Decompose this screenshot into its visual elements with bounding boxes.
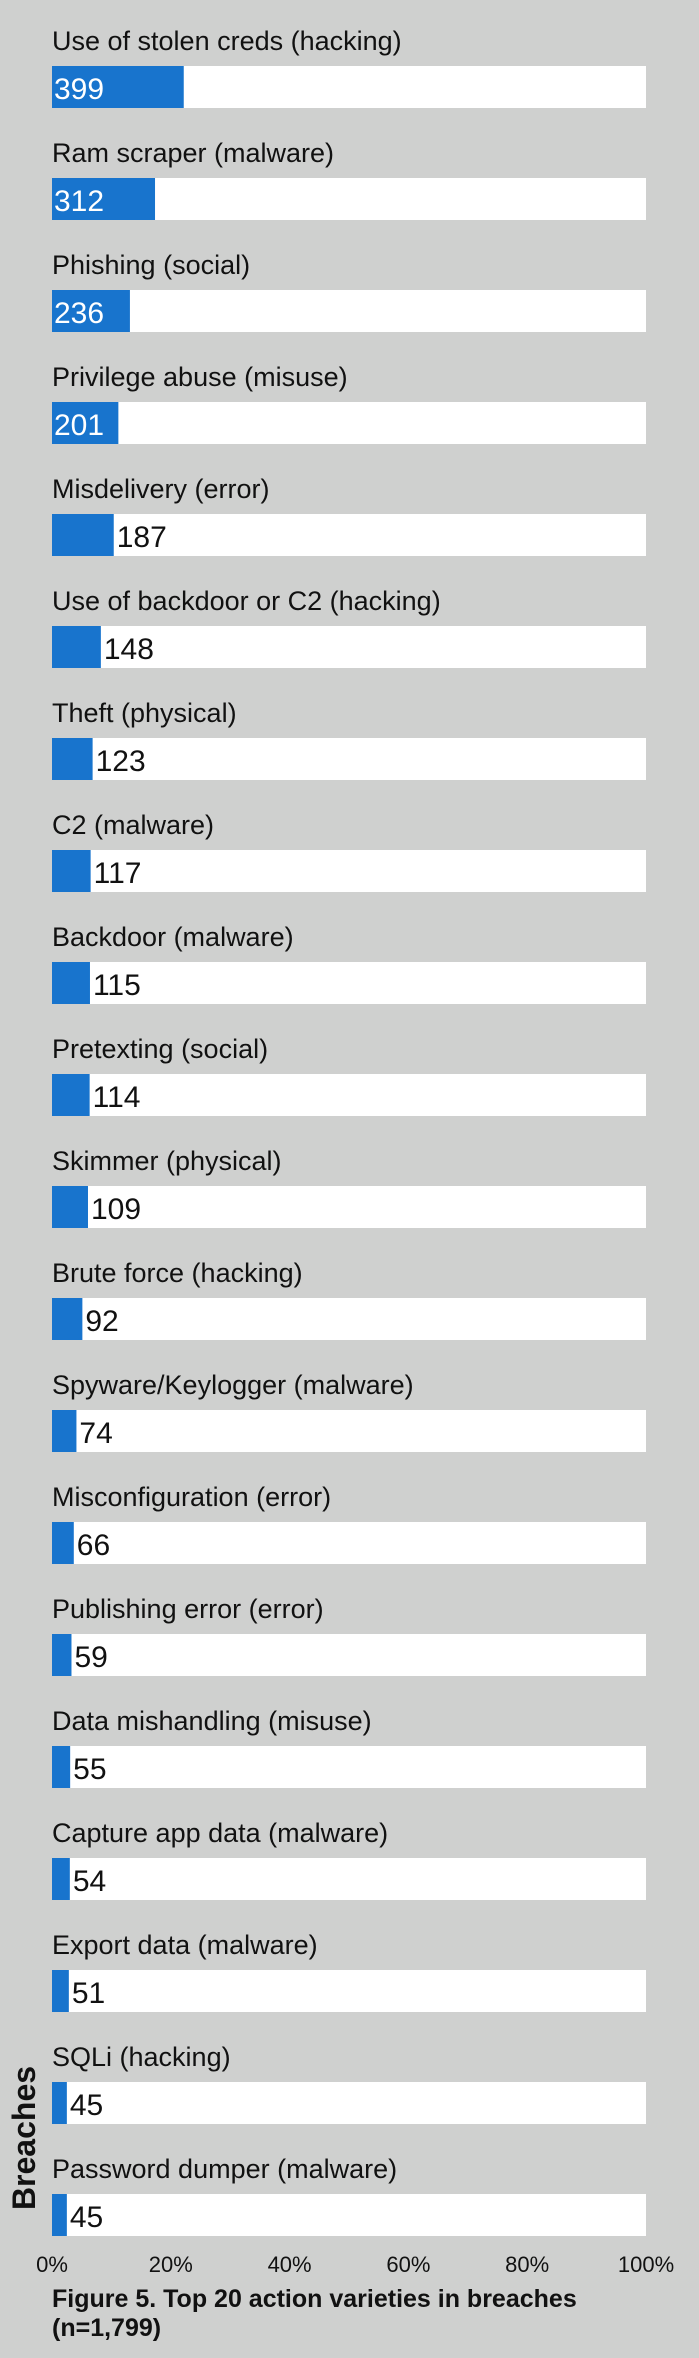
bar (52, 1186, 88, 1228)
value-label: 399 (54, 73, 104, 106)
category-label: Skimmer (physical) (52, 1146, 282, 1176)
bar-track (52, 1746, 646, 1788)
category-label: Publishing error (error) (52, 1594, 324, 1624)
bar (52, 2082, 67, 2124)
bar-track (52, 290, 646, 332)
y-axis-label: Breaches (6, 2066, 42, 2210)
bar-track (52, 1634, 646, 1676)
value-label: 187 (117, 521, 167, 554)
bar (52, 1634, 72, 1676)
value-label: 148 (104, 633, 154, 666)
bar-track (52, 962, 646, 1004)
value-label: 117 (94, 857, 142, 890)
value-label: 59 (74, 1641, 107, 1674)
category-label: Theft (physical) (52, 698, 237, 728)
bar-track (52, 1298, 646, 1340)
bar-track (52, 1858, 646, 1900)
x-axis-ticks: 0% 20% 40% 60% 80% 100% (36, 2252, 674, 2277)
category-label: C2 (malware) (52, 810, 214, 840)
category-label: Phishing (social) (52, 250, 250, 280)
value-label: 45 (70, 2201, 103, 2234)
bar (52, 1298, 83, 1340)
bar (52, 738, 93, 780)
bar (52, 1522, 74, 1564)
value-label: 114 (93, 1081, 141, 1114)
bar (52, 66, 184, 108)
chart-rows: Use of stolen creds (hacking) 399 Ram scra… (52, 26, 646, 2236)
category-label: Brute force (hacking) (52, 1258, 303, 1288)
bar (52, 962, 90, 1004)
category-label: Use of backdoor or C2 (hacking) (52, 586, 441, 616)
bar (52, 626, 101, 668)
value-label: 55 (73, 1753, 106, 1786)
category-label: Data mishandling (misuse) (52, 1706, 372, 1736)
caption-sample-size: (n=1,799) (52, 2314, 162, 2342)
bar-track (52, 2082, 646, 2124)
bar-track (52, 1970, 646, 2012)
bar-track (52, 402, 646, 444)
x-tick-label: 0% (36, 2252, 68, 2277)
bar (52, 1858, 70, 1900)
bar-track (52, 738, 646, 780)
category-label: Export data (malware) (52, 1930, 318, 1960)
bar (52, 850, 91, 892)
bar (52, 514, 114, 556)
bar-track (52, 1522, 646, 1564)
category-label: Privilege abuse (misuse) (52, 362, 348, 392)
category-label: SQLi (hacking) (52, 2042, 231, 2072)
value-label: 66 (77, 1529, 110, 1562)
category-label: Capture app data (malware) (52, 1818, 388, 1848)
bar (52, 1074, 90, 1116)
bar (52, 1970, 69, 2012)
value-label: 123 (96, 745, 146, 778)
bar-track (52, 850, 646, 892)
bar (52, 2194, 67, 2236)
bar (52, 1746, 71, 1788)
value-label: 92 (85, 1305, 118, 1338)
value-label: 51 (72, 1977, 105, 2010)
value-label: 45 (70, 2089, 103, 2122)
bar (52, 178, 156, 220)
bar-track (52, 2194, 646, 2236)
value-label: 236 (54, 297, 104, 330)
x-tick-label: 40% (268, 2252, 312, 2277)
category-label: Misconfiguration (error) (52, 1482, 331, 1512)
x-tick-label: 20% (149, 2252, 193, 2277)
x-tick-label: 60% (386, 2252, 430, 2277)
value-label: 54 (73, 1865, 106, 1898)
bar (52, 1410, 77, 1452)
x-tick-label: 100% (618, 2252, 674, 2277)
bar-track (52, 1186, 646, 1228)
category-label: Spyware/Keylogger (malware) (52, 1370, 414, 1400)
category-label: Backdoor (malware) (52, 922, 294, 952)
value-label: 115 (93, 969, 141, 1002)
caption-title: Figure 5. Top 20 action varieties in bre… (52, 2285, 577, 2313)
value-label: 201 (54, 409, 104, 442)
bar (52, 290, 130, 332)
bar-track (52, 1074, 646, 1116)
bar-track (52, 1410, 646, 1452)
category-label: Pretexting (social) (52, 1034, 268, 1064)
bar (52, 402, 119, 444)
x-tick-label: 80% (505, 2252, 549, 2277)
bar-track (52, 514, 646, 556)
category-label: Use of stolen creds (hacking) (52, 26, 402, 56)
category-label: Misdelivery (error) (52, 474, 270, 504)
category-label: Ram scraper (malware) (52, 138, 334, 168)
value-label: 74 (79, 1417, 112, 1450)
bar-track (52, 626, 646, 668)
figure-caption: Figure 5. Top 20 action varieties in bre… (52, 2285, 692, 2343)
category-label: Password dumper (malware) (52, 2154, 397, 2184)
value-label: 312 (54, 185, 104, 218)
value-label: 109 (91, 1193, 141, 1226)
